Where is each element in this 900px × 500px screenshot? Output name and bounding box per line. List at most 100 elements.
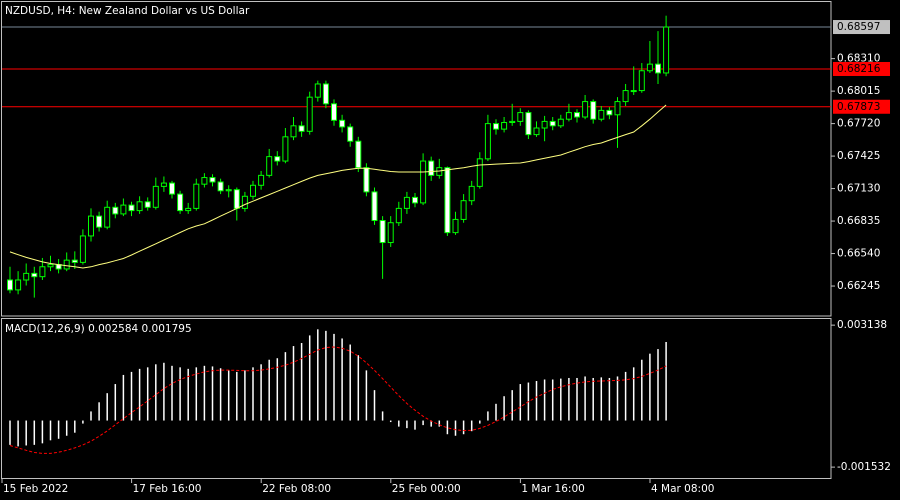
macd-bar <box>195 367 198 421</box>
macd-bar <box>616 376 619 421</box>
macd-bar <box>422 420 424 426</box>
macd-bar <box>114 384 117 421</box>
candle-body <box>209 177 216 183</box>
macd-bar <box>576 377 578 421</box>
macd-bar <box>568 377 570 421</box>
candle-body <box>574 112 580 118</box>
macd-bar <box>187 368 189 421</box>
macd-bar <box>276 358 279 421</box>
macd-bar <box>665 341 667 421</box>
macd-bar <box>649 353 651 421</box>
candle-body <box>517 112 524 122</box>
macd-bar <box>641 359 643 421</box>
macd-bar <box>57 420 60 439</box>
candle-body <box>169 182 175 195</box>
macd-bar <box>90 411 92 421</box>
macd-bar <box>632 367 635 421</box>
candle-body <box>379 220 386 244</box>
candle-body <box>136 201 143 212</box>
candle-body <box>160 182 167 187</box>
candle-body <box>177 193 184 212</box>
macd-bar <box>203 365 206 421</box>
macd-bar <box>252 367 254 421</box>
macd-bar <box>146 367 149 421</box>
price-label-box <box>833 20 890 35</box>
macd-bar <box>227 370 230 421</box>
candle-body <box>15 279 22 291</box>
macd-bar <box>106 393 108 421</box>
macd-bar <box>236 371 238 421</box>
candle-body <box>120 204 127 215</box>
y-tick-label: 0.68015 <box>837 85 880 97</box>
candle-body <box>468 185 475 202</box>
candle-body <box>144 201 151 208</box>
macd-signal <box>9 346 667 454</box>
macd-bar <box>519 384 522 421</box>
candle-body <box>525 112 532 136</box>
candle-body <box>225 189 232 192</box>
level-label-box <box>833 61 890 76</box>
candle-body <box>582 101 589 118</box>
macd-bar <box>122 374 125 421</box>
candle-body <box>630 90 637 93</box>
y-tick-label: 0.66540 <box>837 248 880 260</box>
y-tick-label: 0.67720 <box>837 118 880 130</box>
macd-bar <box>495 403 497 421</box>
candle-body <box>452 218 459 234</box>
candle-body <box>347 126 354 142</box>
macd-bar <box>381 411 384 421</box>
candle-body <box>104 206 111 228</box>
candle-body <box>606 109 613 116</box>
candle-body <box>565 112 572 120</box>
y2-tick-label: 0.003138 <box>837 319 887 331</box>
candle-body <box>598 109 605 120</box>
macd-bar <box>325 330 327 421</box>
y-tick-label: 0.67425 <box>837 150 880 162</box>
macd-bar <box>130 371 133 421</box>
x-tick-label: 1 Mar 16:00 <box>521 483 584 495</box>
macd-bar <box>600 377 603 421</box>
candle-body <box>112 206 119 215</box>
macd-bar <box>592 377 594 421</box>
y-tick-label: 0.66835 <box>837 215 880 227</box>
macd-bar <box>65 420 68 436</box>
candle-body <box>371 191 378 222</box>
macd-bar <box>138 368 141 421</box>
candle-body <box>395 207 402 224</box>
macd-bar <box>49 420 52 441</box>
x-tick-label: 17 Feb 16:00 <box>133 483 202 495</box>
candle-body <box>444 167 451 234</box>
level-label: 0.67873 <box>837 101 880 113</box>
macd-bar <box>584 376 586 421</box>
moving-average <box>9 104 667 269</box>
macd-bar <box>624 371 627 421</box>
candle-body <box>298 125 305 132</box>
macd-bar <box>268 359 270 421</box>
macd-bar <box>357 355 360 421</box>
candle-body <box>250 184 256 197</box>
macd-bar <box>155 364 157 421</box>
candle-body <box>282 136 289 162</box>
macd-bar <box>535 381 538 421</box>
candle-body <box>509 120 516 124</box>
macd-bar <box>479 420 481 424</box>
macd-bar <box>454 420 457 436</box>
indicator-label: MACD(12,26,9) 0.002584 0.001795 <box>5 323 192 335</box>
candle-body <box>614 101 621 116</box>
candle-body <box>655 63 661 74</box>
macd-bar <box>446 420 449 435</box>
macd-bar <box>33 420 36 445</box>
x-tick-label: 15 Feb 2022 <box>3 483 68 495</box>
candle-body <box>47 264 54 268</box>
macd-bar <box>462 420 465 435</box>
candle-body <box>88 215 94 237</box>
macd-bar <box>657 349 659 421</box>
candle-body <box>71 259 78 263</box>
candle-body <box>339 119 346 128</box>
macd-bar <box>341 338 343 421</box>
candle-body <box>622 90 629 103</box>
macd-bar <box>430 420 432 427</box>
x-tick-label: 4 Mar 08:00 <box>651 483 714 495</box>
macd-bar <box>551 379 554 421</box>
candle-body <box>39 266 46 278</box>
